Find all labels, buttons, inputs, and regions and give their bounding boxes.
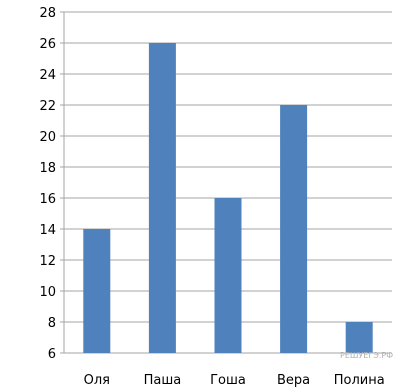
y-tick-label: 6 [48, 347, 56, 362]
bar-2 [148, 43, 176, 353]
bars [83, 43, 373, 353]
y-tick-label: 26 [39, 37, 56, 52]
x-category-label: Полина [334, 373, 385, 388]
y-tick-label: 20 [39, 130, 56, 145]
y-tick-label: 24 [39, 68, 56, 83]
y-tick-label: 22 [39, 99, 56, 114]
x-category-label: Гоша [210, 373, 246, 388]
x-category-label: Паша [144, 373, 182, 388]
y-axis-ticks: 6 8 10 12 14 16 18 20 22 24 26 28 [39, 6, 56, 362]
watermark: РЕШУЕГЭ.РФ [340, 351, 393, 360]
y-tick-label: 28 [39, 6, 56, 21]
y-tick-label: 8 [48, 316, 56, 331]
y-tick-label: 10 [39, 285, 56, 300]
x-category-label: Вера [277, 373, 310, 388]
x-category-label: Оля [84, 373, 110, 388]
bar-3 [214, 198, 242, 353]
y-tick-label: 16 [39, 192, 56, 207]
y-tick-label: 14 [39, 223, 56, 238]
x-axis-labels: Оля Паша Гоша Вера Полина [84, 373, 385, 388]
y-tick-label: 12 [39, 254, 56, 269]
y-tick-label: 18 [39, 161, 56, 176]
bar-5 [345, 322, 373, 353]
bar-1 [83, 229, 111, 353]
bar-4 [280, 105, 308, 353]
